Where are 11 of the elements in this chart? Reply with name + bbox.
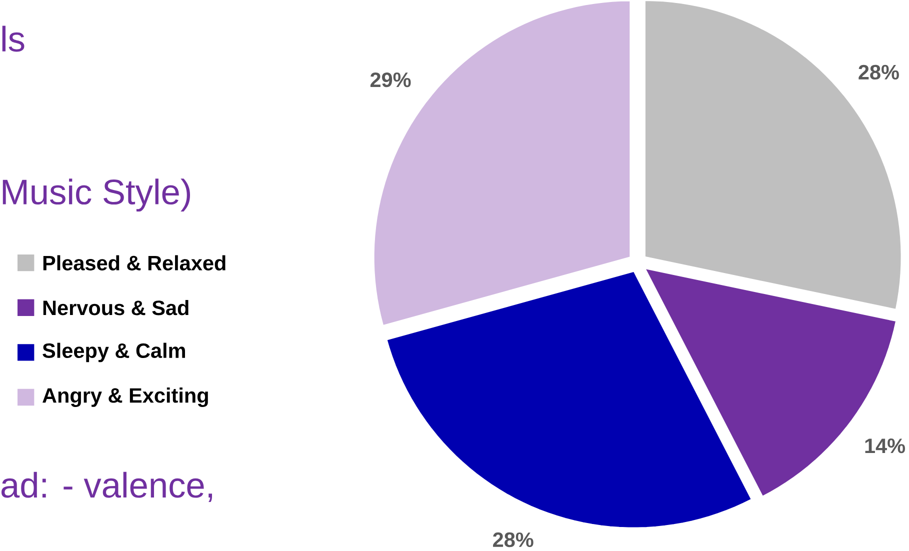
legend-label: Pleased & Relaxed: [43, 255, 226, 271]
data-label: 14%: [865, 438, 905, 454]
legend-label: Angry & Exciting: [42, 388, 208, 408]
data-label: 28%: [858, 65, 899, 80]
data-label: 28%: [493, 532, 534, 548]
legend-label: Nervous & Sad: [43, 300, 188, 316]
data-label: 29%: [370, 72, 411, 88]
legend-label: Sleepy & Calm: [42, 343, 185, 362]
text: Music Style): [2, 178, 190, 212]
text: ad: - valence,: [2, 472, 212, 502]
text: ls: [2, 26, 24, 52]
